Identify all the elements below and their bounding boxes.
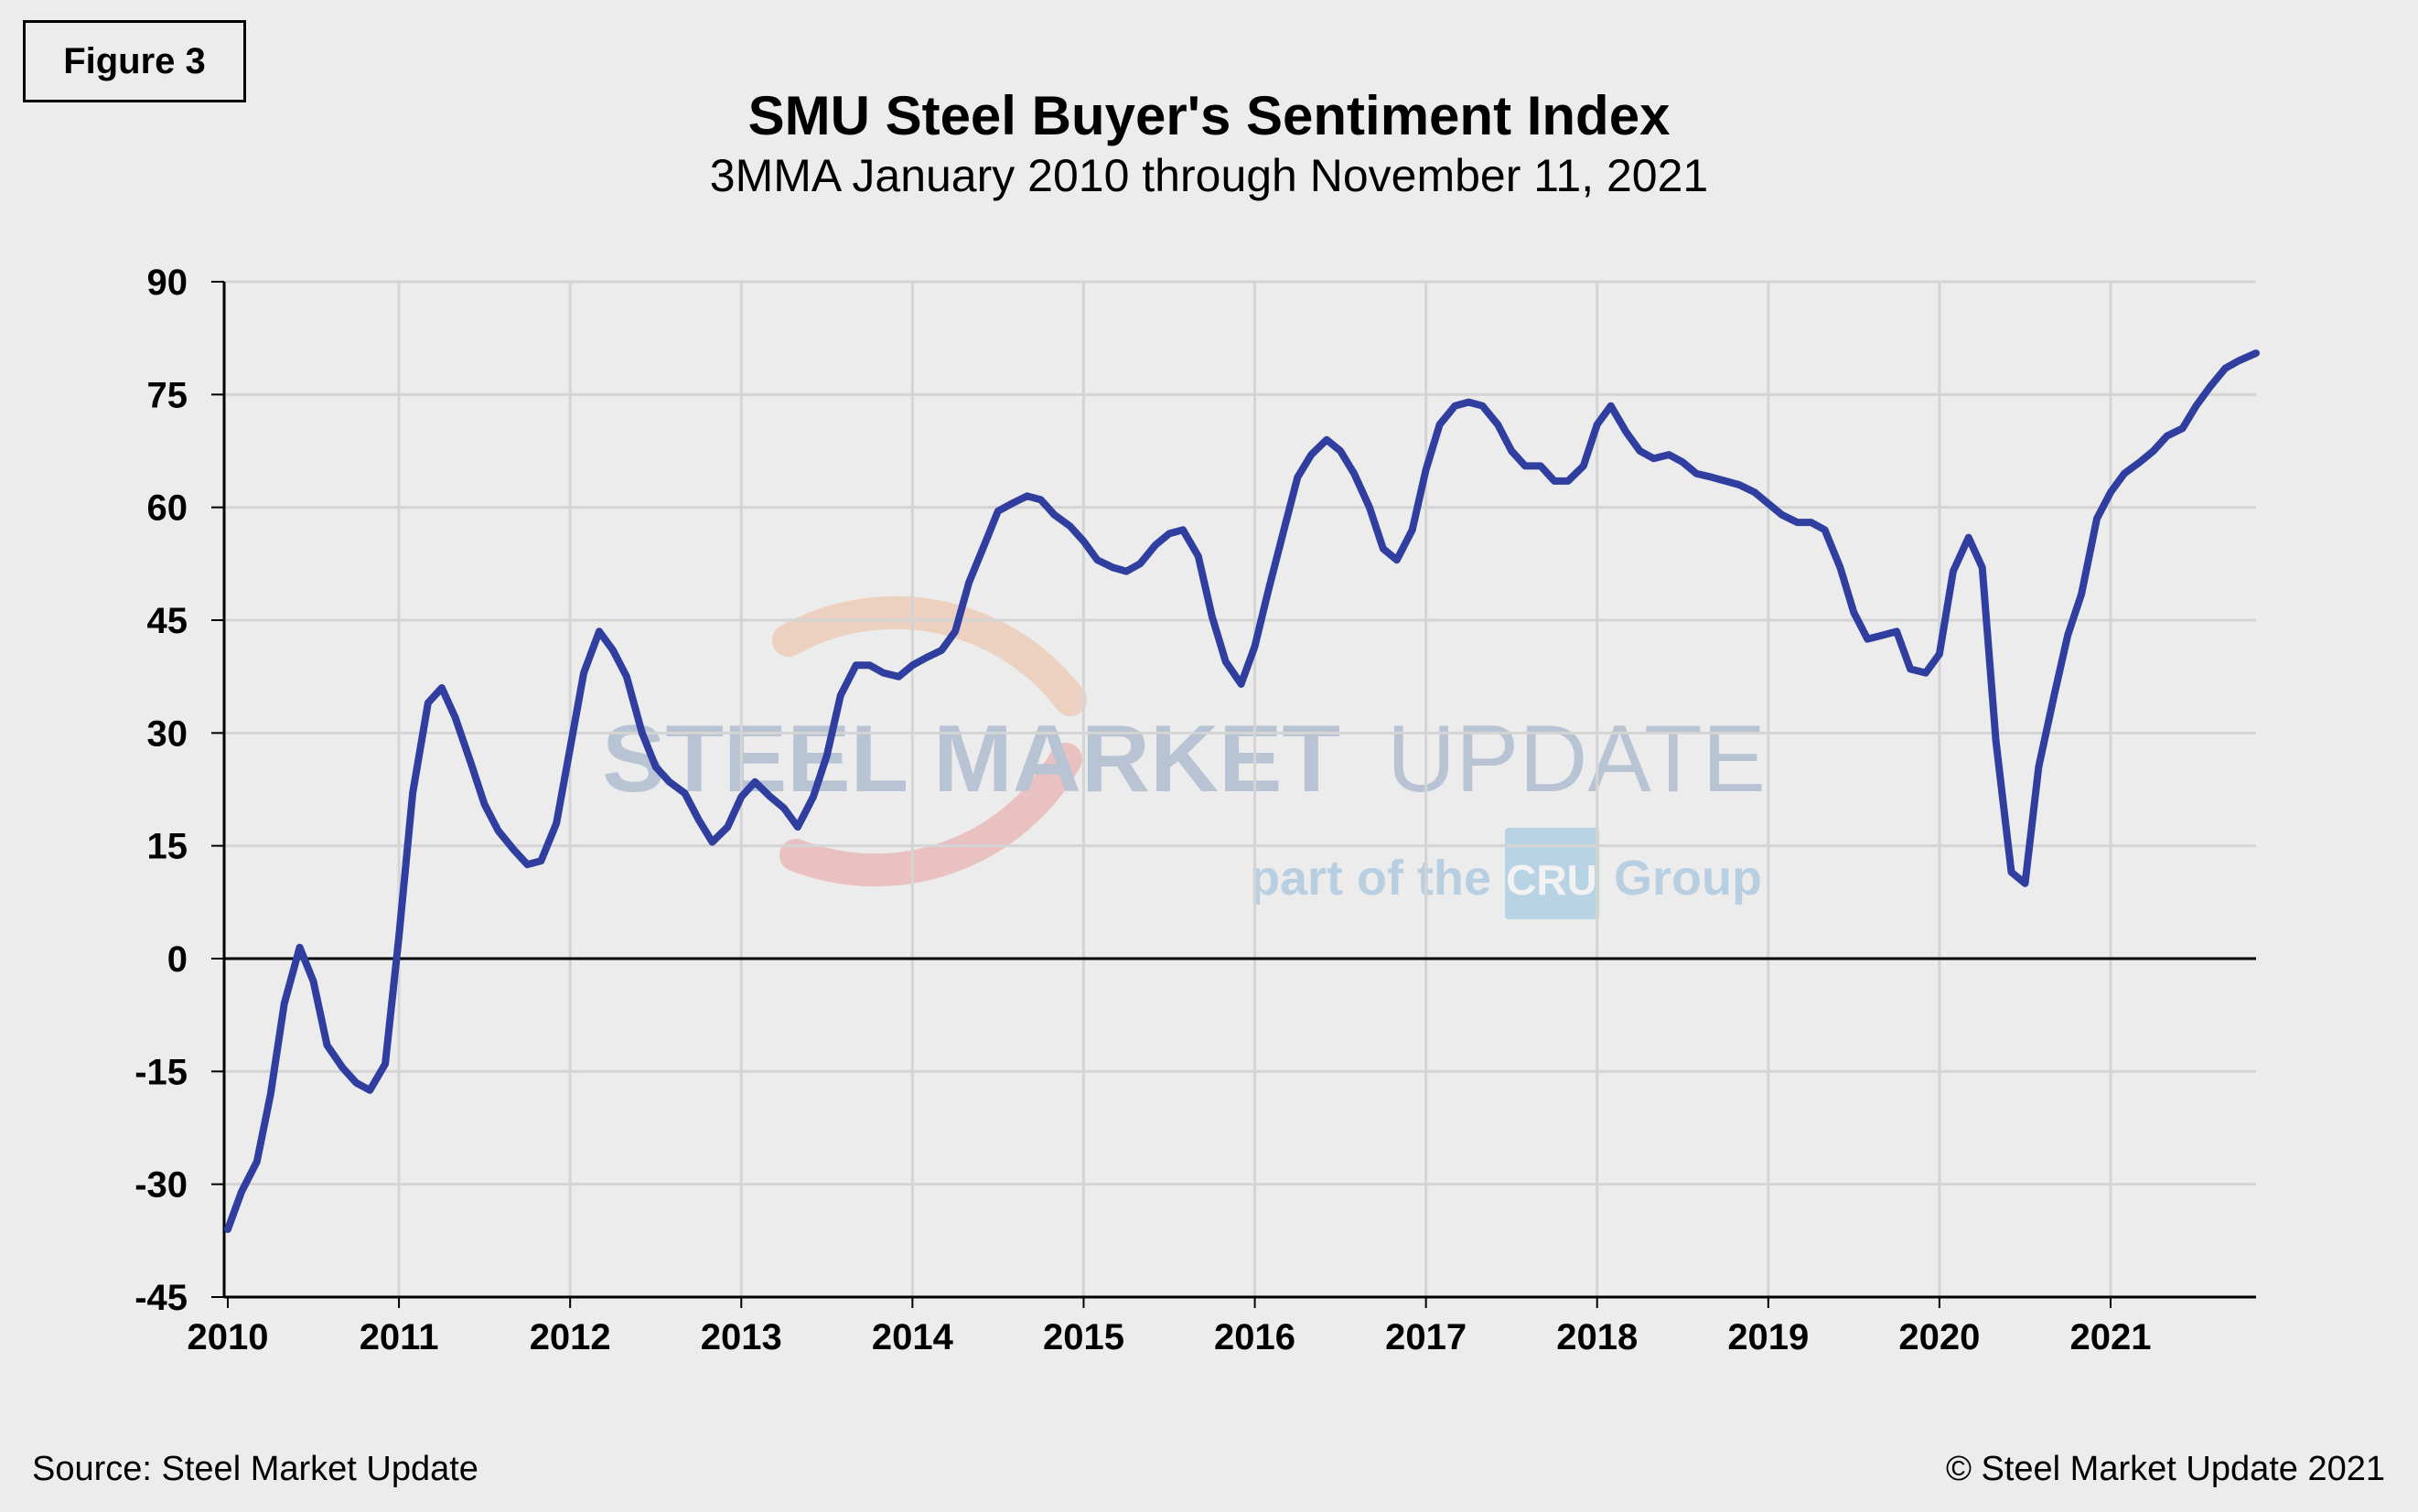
x-tick-label: 2021 (2070, 1317, 2152, 1357)
x-tick-label: 2020 (1898, 1317, 1980, 1357)
x-tick-label: 2017 (1385, 1317, 1467, 1357)
x-tick-label: 2015 (1043, 1317, 1124, 1357)
x-tick-label: 2014 (872, 1317, 954, 1357)
x-tick-label: 2016 (1214, 1317, 1295, 1357)
watermark-tag-before: part of the (1250, 851, 1491, 906)
y-tick-label: -30 (134, 1165, 188, 1206)
chart-subtitle: 3MMA January 2010 through November 11, 2… (709, 150, 1709, 201)
x-axis-labels: 2010 2011 2012 2013 2014 2015 2016 2017 2018 2019… (188, 1317, 2152, 1357)
x-tick-label: 2011 (360, 1317, 439, 1357)
x-tick-label: 2010 (188, 1317, 269, 1357)
y-tick-label: -45 (134, 1278, 188, 1318)
watermark-logo: STEEL MARKET UPDATE part of the CRU Grou… (602, 595, 1766, 919)
y-tick-label: 75 (147, 375, 188, 415)
watermark-swoosh-lower (779, 743, 1082, 887)
gridlines (220, 280, 2256, 1297)
figure-label: Figure 3 (23, 20, 246, 102)
chart-title: SMU Steel Buyer's Sentiment Index (747, 85, 1671, 146)
axes (211, 281, 2256, 1308)
x-tick-label: 2018 (1556, 1317, 1638, 1357)
y-tick-label: 45 (147, 601, 188, 641)
x-tick-label: 2012 (530, 1317, 611, 1357)
x-tick-label: 2013 (701, 1317, 782, 1357)
svg-text:STEEL MARKET UPDATE: STEEL MARKET UPDATE (602, 706, 1766, 812)
series-line (224, 349, 2260, 1233)
y-tick-label: 60 (147, 488, 188, 529)
copyright-note: © Steel Market Update 2021 (1945, 1450, 2385, 1488)
series-layer (224, 349, 2260, 1233)
watermark-swoosh-upper (772, 595, 1087, 716)
y-axis-labels: 90 75 60 45 30 15 0 -15 -30 -45 (134, 263, 188, 1318)
watermark-tag-after: Group (1614, 851, 1762, 906)
y-tick-label: 90 (147, 263, 188, 303)
watermark-cru-logo: CRU (1506, 856, 1597, 904)
watermark-cru-box (1505, 828, 1599, 919)
x-tick-label: 2019 (1727, 1317, 1809, 1357)
y-tick-label: 30 (147, 713, 188, 754)
watermark-main-light: UPDATE (1387, 706, 1766, 812)
watermark-main-bold: STEEL MARKET (602, 706, 1340, 812)
y-tick-label: 15 (147, 827, 188, 867)
source-note: Source: Steel Market Update (32, 1450, 478, 1488)
y-tick-label: -15 (134, 1052, 188, 1092)
y-tick-label: 0 (167, 939, 188, 980)
